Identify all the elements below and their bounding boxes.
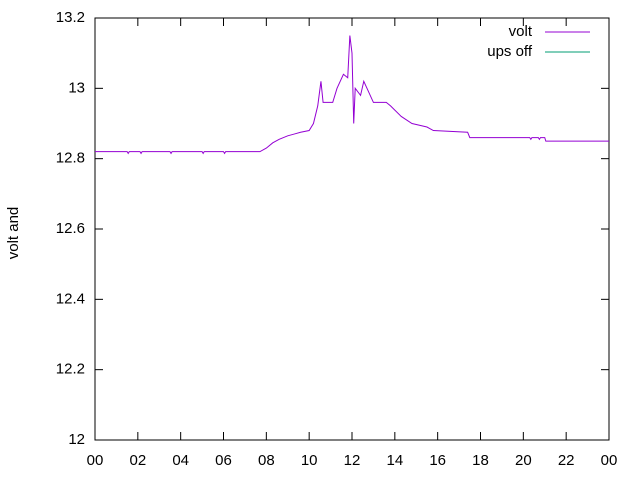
plot-border bbox=[94, 17, 610, 441]
series-line bbox=[95, 35, 609, 155]
y-tick-label: 13.2 bbox=[56, 9, 85, 26]
x-tick-label: 00 bbox=[601, 452, 618, 469]
x-tick-label: 20 bbox=[515, 452, 532, 469]
legend-label: volt bbox=[509, 23, 533, 40]
x-tick-label: 22 bbox=[558, 452, 575, 469]
x-tick-label: 04 bbox=[172, 452, 189, 469]
x-tick-label: 02 bbox=[129, 452, 146, 469]
x-tick-label: 00 bbox=[87, 452, 104, 469]
y-tick-label: 12 bbox=[68, 431, 85, 448]
y-tick-label: 12.6 bbox=[56, 220, 85, 237]
y-tick-label: 12.4 bbox=[56, 290, 85, 307]
legend-label: ups off bbox=[487, 43, 533, 60]
y-axis-label: volt and bbox=[5, 207, 22, 260]
x-tick-label: 18 bbox=[472, 452, 489, 469]
y-tick-label: 12.8 bbox=[56, 150, 85, 167]
y-tick-label: 12.2 bbox=[56, 361, 85, 378]
x-tick-label: 08 bbox=[258, 452, 275, 469]
x-tick-label: 16 bbox=[429, 452, 446, 469]
y-tick-label: 13 bbox=[68, 79, 85, 96]
x-tick-label: 12 bbox=[344, 452, 361, 469]
x-tick-label: 14 bbox=[386, 452, 403, 469]
x-tick-label: 06 bbox=[215, 452, 232, 469]
x-tick-label: 10 bbox=[301, 452, 318, 469]
